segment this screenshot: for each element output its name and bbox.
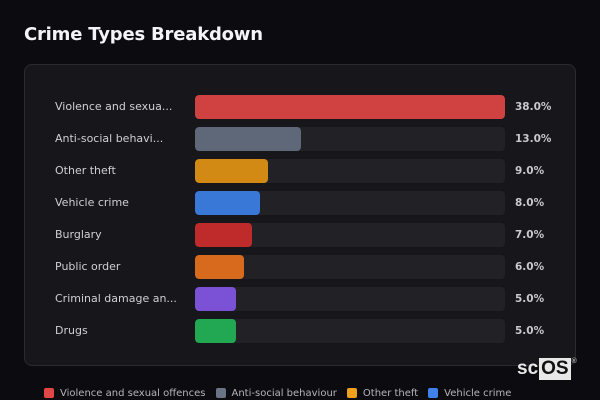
bar-track (195, 159, 505, 183)
legend-swatch-icon (428, 388, 439, 398)
bar-fill (195, 319, 236, 343)
bar-label: Anti-social behavi... (55, 132, 164, 145)
bar-fill (195, 127, 302, 151)
legend-item[interactable]: Violence and sexual offences (44, 388, 206, 399)
chart-card: Violence and sexua... 38.0% Anti-social be… (24, 64, 576, 366)
legend-swatch-icon (346, 388, 357, 398)
legend-item[interactable]: Anti-social behaviour (215, 387, 337, 399)
bar-fill (195, 159, 269, 183)
legend-label: Anti-social behaviour (231, 387, 337, 399)
bar-label: Burglary (55, 228, 102, 241)
bar-value: 9.0% (515, 165, 545, 177)
bar-row: Public order 6.0% (25, 255, 577, 279)
bar-label: Criminal damage an... (55, 292, 177, 305)
bar-row: Other theft 9.0% (25, 159, 577, 183)
bar-track (195, 223, 505, 247)
bar-track (195, 127, 505, 151)
legend-label: Other theft (362, 387, 419, 399)
watermark-sc: sc (517, 358, 539, 379)
bar-label: Drugs (55, 324, 88, 337)
bar-value: 38.0% (515, 101, 552, 113)
bar-value: 7.0% (515, 229, 545, 241)
bar-track (195, 287, 505, 311)
bar-row: Violence and sexua... 38.0% (25, 95, 577, 119)
bar-track (195, 255, 505, 279)
bar-row: Drugs 5.0% (25, 319, 577, 343)
bar-fill (195, 95, 505, 119)
bar-row: Burglary 7.0% (25, 223, 577, 247)
legend-label: Vehicle crime (444, 387, 512, 399)
bar-row: Criminal damage an... 5.0% (25, 287, 577, 311)
chart-title: Crime Types Breakdown (24, 24, 263, 45)
bar-label: Other theft (55, 164, 116, 177)
bar-value: 5.0% (515, 293, 545, 305)
legend-item[interactable]: Other theft (346, 387, 419, 399)
bar-track (195, 95, 505, 119)
watermark-os: OS (539, 358, 571, 380)
bar-label: Vehicle crime (55, 196, 129, 209)
bar-value: 13.0% (515, 133, 552, 145)
bar-track (195, 319, 505, 343)
bar-fill (195, 223, 253, 247)
bar-fill (195, 287, 236, 311)
bar-label: Public order (55, 260, 121, 273)
bar-label: Violence and sexua... (55, 100, 173, 113)
bar-row: Vehicle crime 8.0% (25, 191, 577, 215)
legend-label: Violence and sexual offences (60, 387, 206, 399)
bar-row: Anti-social behavi... 13.0% (25, 127, 577, 151)
bar-value: 6.0% (515, 261, 545, 273)
bar-track (195, 191, 505, 215)
bar-fill (195, 255, 244, 279)
bar-value: 5.0% (515, 325, 545, 337)
bar-fill (195, 191, 261, 215)
watermark-logo: sc OS ® (517, 358, 577, 380)
bar-value: 8.0% (515, 197, 545, 209)
legend-item[interactable]: Vehicle crime (428, 388, 511, 399)
registered-icon: ® (571, 358, 577, 365)
chart-legend: Violence and sexual offences Anti-social … (44, 386, 511, 400)
legend-swatch-icon (215, 388, 226, 398)
legend-swatch-icon (44, 388, 54, 398)
